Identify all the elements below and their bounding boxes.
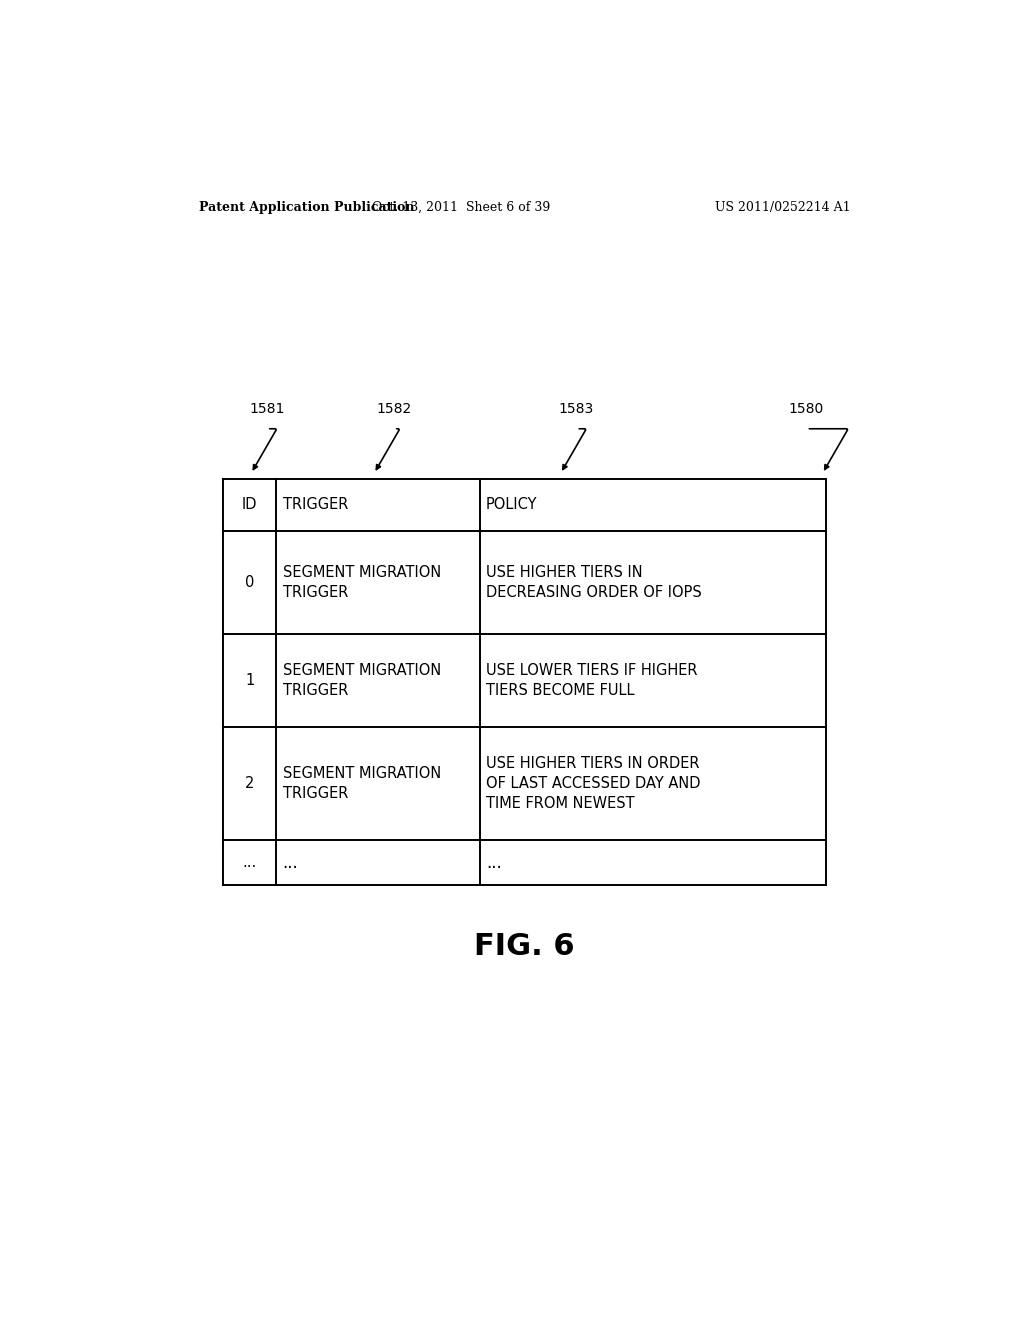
- Text: 0: 0: [245, 574, 254, 590]
- Text: Patent Application Publication: Patent Application Publication: [200, 201, 415, 214]
- Text: USE HIGHER TIERS IN
DECREASING ORDER OF IOPS: USE HIGHER TIERS IN DECREASING ORDER OF …: [486, 565, 701, 599]
- Text: ...: ...: [283, 854, 298, 871]
- Text: Oct. 13, 2011  Sheet 6 of 39: Oct. 13, 2011 Sheet 6 of 39: [372, 201, 551, 214]
- Text: SEGMENT MIGRATION
TRIGGER: SEGMENT MIGRATION TRIGGER: [283, 565, 441, 599]
- Text: USE LOWER TIERS IF HIGHER
TIERS BECOME FULL: USE LOWER TIERS IF HIGHER TIERS BECOME F…: [486, 663, 697, 697]
- Text: 2: 2: [245, 776, 254, 791]
- Text: TRIGGER: TRIGGER: [283, 498, 348, 512]
- Text: 1581: 1581: [249, 401, 285, 416]
- Text: SEGMENT MIGRATION
TRIGGER: SEGMENT MIGRATION TRIGGER: [283, 663, 441, 697]
- Text: 1: 1: [245, 673, 254, 688]
- Text: 1580: 1580: [788, 401, 824, 416]
- Text: ID: ID: [242, 498, 257, 512]
- Text: 1582: 1582: [376, 401, 412, 416]
- Text: ...: ...: [243, 855, 257, 870]
- Text: POLICY: POLICY: [486, 498, 538, 512]
- Text: FIG. 6: FIG. 6: [474, 932, 575, 961]
- Text: USE HIGHER TIERS IN ORDER
OF LAST ACCESSED DAY AND
TIME FROM NEWEST: USE HIGHER TIERS IN ORDER OF LAST ACCESS…: [486, 756, 700, 810]
- Text: SEGMENT MIGRATION
TRIGGER: SEGMENT MIGRATION TRIGGER: [283, 766, 441, 801]
- Text: ...: ...: [486, 854, 502, 871]
- Text: US 2011/0252214 A1: US 2011/0252214 A1: [715, 201, 850, 214]
- Text: 1583: 1583: [559, 401, 594, 416]
